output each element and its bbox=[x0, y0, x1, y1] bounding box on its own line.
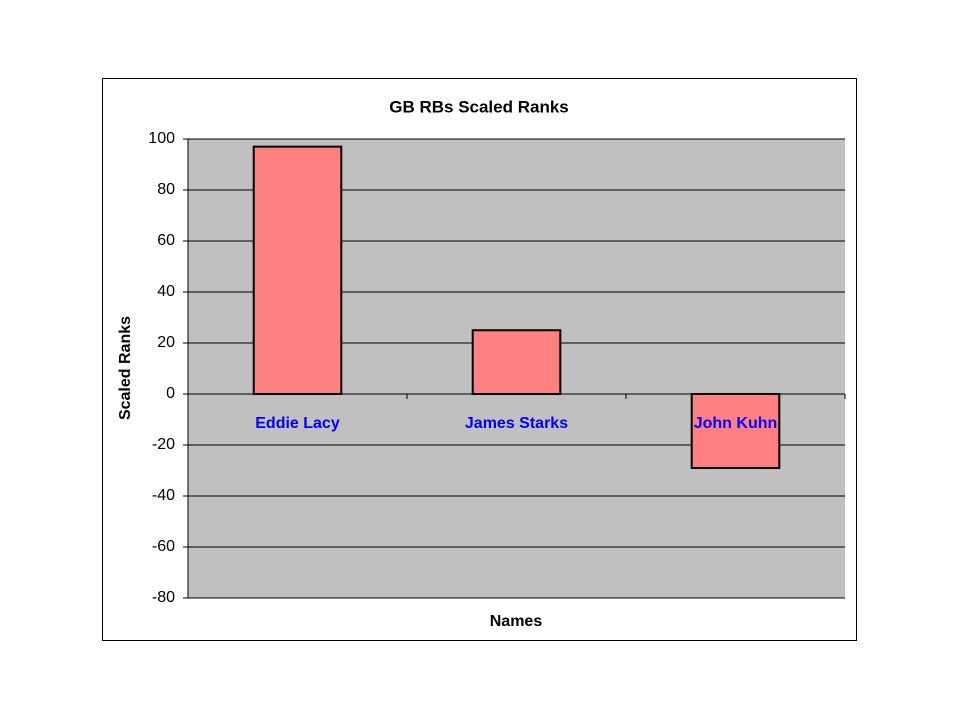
y-tick-label: 20 bbox=[157, 334, 175, 351]
y-tick-label: -40 bbox=[152, 487, 175, 504]
x-tick-label: Eddie Lacy bbox=[255, 415, 340, 432]
x-tick-label: John Kuhn bbox=[694, 415, 778, 432]
chart-title: GB RBs Scaled Ranks bbox=[389, 97, 569, 116]
y-tick-label: 60 bbox=[157, 232, 175, 249]
y-tick-label: 80 bbox=[157, 181, 175, 198]
bar bbox=[690, 393, 781, 469]
y-axis-label: Scaled Ranks bbox=[117, 316, 134, 420]
y-tick-label: -80 bbox=[152, 589, 175, 606]
y-tick-label: 0 bbox=[166, 385, 175, 402]
bar bbox=[471, 329, 562, 395]
x-tick-label: James Starks bbox=[465, 415, 568, 432]
y-tick-label: 40 bbox=[157, 283, 175, 300]
x-axis-label: Names bbox=[490, 613, 543, 630]
y-tick-label: -60 bbox=[152, 538, 175, 555]
y-tick-label: -20 bbox=[152, 436, 175, 453]
y-tick-label: 100 bbox=[148, 130, 175, 147]
bar bbox=[252, 145, 343, 395]
